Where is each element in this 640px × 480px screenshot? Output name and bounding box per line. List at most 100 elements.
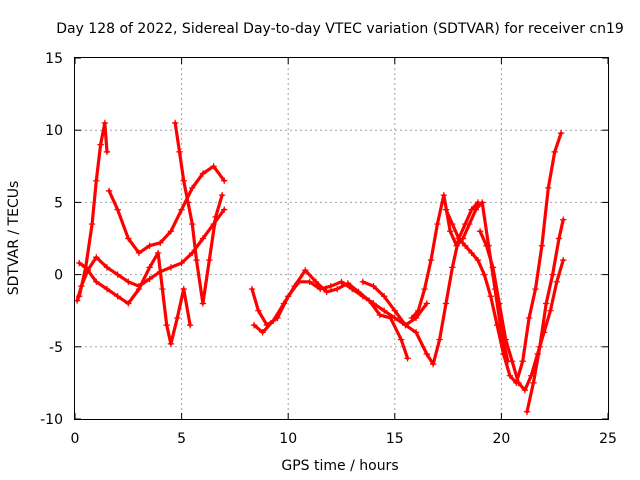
data-point-plus	[474, 256, 482, 264]
data-point-plus	[199, 235, 207, 242]
data-point-plus	[210, 163, 217, 170]
series-track-7	[250, 267, 411, 362]
data-point-plus	[483, 242, 490, 249]
data-point-plus	[542, 300, 550, 307]
data-point-plus	[221, 177, 228, 184]
data-point-plus	[387, 314, 394, 322]
x-tick-label: 10	[279, 431, 297, 447]
y-tick-label: 15	[45, 51, 63, 67]
data-point-plus	[154, 249, 162, 257]
data-point-plus	[105, 187, 113, 195]
data-point-plus	[380, 307, 388, 314]
y-tick-label: 0	[54, 268, 63, 284]
data-point-plus	[408, 314, 416, 322]
data-point-plus	[159, 285, 166, 293]
data-point-plus	[427, 256, 435, 264]
data-layer	[73, 119, 567, 415]
data-point-plus	[370, 282, 377, 290]
data-point-plus	[93, 177, 100, 184]
data-point-plus	[327, 282, 335, 290]
data-point-plus	[442, 206, 450, 213]
data-point-plus	[536, 343, 543, 350]
data-point-plus	[502, 336, 509, 343]
data-point-plus	[212, 213, 219, 221]
data-point-plus	[549, 271, 556, 278]
series-track-3	[76, 249, 194, 348]
data-point-plus	[487, 293, 494, 300]
data-point-plus	[135, 285, 143, 293]
data-point-plus	[103, 148, 111, 156]
series-track-1	[76, 119, 111, 300]
data-point-plus	[250, 321, 258, 329]
data-point-plus	[412, 329, 420, 336]
data-point-plus	[429, 360, 437, 368]
data-point-plus	[125, 235, 132, 242]
data-point-plus	[453, 242, 460, 249]
y-tick-label: -5	[49, 340, 63, 356]
data-point-plus	[206, 256, 213, 264]
data-point-plus	[397, 336, 405, 343]
data-point-plus	[560, 256, 567, 264]
series-track-5	[172, 119, 226, 307]
data-point-plus	[76, 259, 83, 267]
data-point-plus	[114, 271, 121, 278]
data-point-plus	[551, 148, 558, 156]
data-point-plus	[255, 307, 262, 314]
tick-layer: 0 5 10 15 20 25 -10 -5 0 5 10 15	[40, 51, 617, 447]
x-tick-label: 0	[71, 431, 80, 447]
chart-title: Day 128 of 2022, Sidereal Day-to-day VTE…	[56, 21, 624, 37]
data-point-plus	[449, 220, 456, 228]
data-point-plus	[489, 264, 497, 271]
data-point-plus	[323, 288, 330, 296]
data-point-plus	[560, 216, 567, 223]
data-point-plus	[88, 220, 96, 228]
data-point-plus	[125, 278, 132, 286]
data-point-plus	[135, 249, 143, 257]
data-point-plus	[186, 321, 194, 329]
data-point-plus	[157, 239, 164, 247]
data-point-plus	[163, 321, 170, 329]
data-point-plus	[455, 235, 462, 242]
data-point-plus	[442, 300, 450, 307]
data-point-plus	[93, 278, 100, 286]
data-point-plus	[461, 242, 469, 249]
data-point-plus	[547, 307, 554, 314]
series-trace	[107, 164, 226, 255]
data-point-plus	[479, 199, 486, 206]
series-trace	[173, 121, 224, 306]
data-point-plus	[101, 119, 109, 127]
x-axis-title: GPS time / hours	[281, 458, 398, 474]
series-track-4	[105, 163, 228, 257]
data-point-plus	[189, 220, 196, 228]
data-point-plus	[270, 317, 277, 325]
data-point-plus	[221, 206, 228, 213]
data-point-plus	[114, 293, 121, 300]
y-tick-label: -10	[40, 412, 63, 428]
data-point-plus	[468, 249, 475, 257]
data-point-plus	[93, 254, 100, 261]
data-point-plus	[167, 340, 175, 348]
data-point-plus	[167, 228, 175, 235]
data-point-plus	[178, 206, 185, 213]
data-point-plus	[440, 191, 448, 199]
data-point-plus	[508, 358, 516, 365]
data-point-plus	[391, 307, 398, 314]
grid-layer	[75, 58, 608, 419]
data-point-plus	[355, 288, 362, 296]
data-point-plus	[538, 242, 546, 249]
data-point-plus	[553, 278, 561, 286]
x-tick-label: 20	[492, 431, 510, 447]
x-tick-label: 15	[386, 431, 404, 447]
data-point-plus	[380, 293, 388, 300]
data-point-plus	[521, 386, 529, 394]
data-point-plus	[180, 285, 187, 293]
data-point-plus	[312, 278, 320, 286]
data-point-plus	[436, 336, 443, 343]
data-point-plus	[146, 264, 153, 271]
x-tick-label: 25	[599, 431, 617, 447]
data-point-plus	[472, 206, 480, 213]
data-point-plus	[174, 314, 181, 322]
data-point-plus	[172, 119, 179, 127]
series-trace	[478, 229, 565, 392]
data-point-plus	[359, 278, 367, 286]
